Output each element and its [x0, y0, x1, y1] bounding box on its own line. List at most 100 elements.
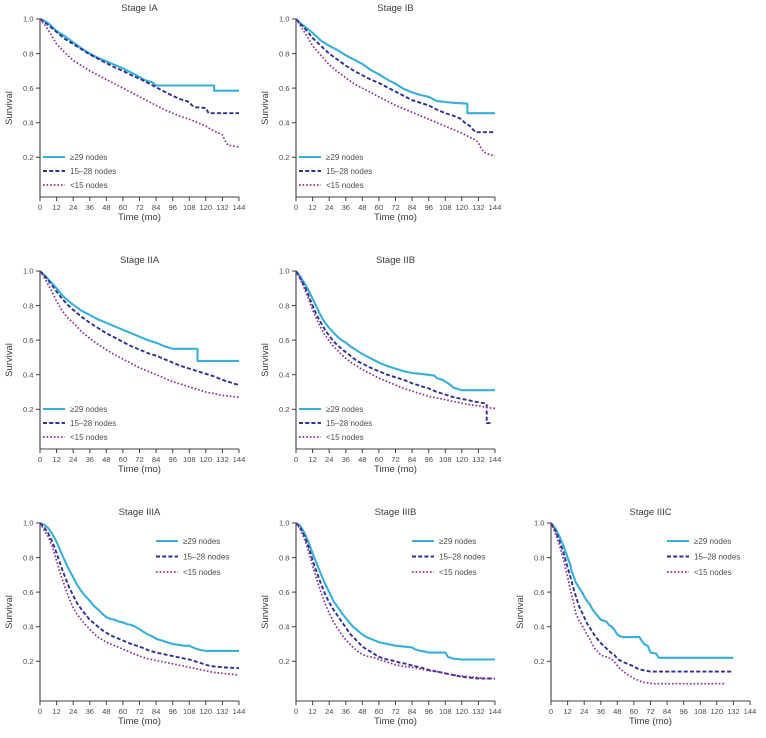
x-tick-label: 144 [489, 455, 502, 464]
series-curve-ge29 [39, 18, 239, 92]
series-curve-mid [39, 18, 239, 115]
axes [39, 523, 239, 702]
chart-title: Stage IIIC [629, 507, 672, 518]
x-tick-label: 132 [216, 203, 229, 212]
x-tick-label: 48 [102, 707, 110, 716]
y-tick-label: 0.8 [23, 49, 34, 58]
legend-label-lt15: <15 nodes [326, 181, 364, 190]
x-axis-label: Time (mo) [118, 716, 161, 727]
x-axis-label: Time (mo) [374, 464, 417, 475]
x-tick-label: 132 [472, 455, 485, 464]
y-tick-label: 1.0 [23, 267, 34, 276]
x-tick-label: 144 [489, 203, 502, 212]
x-tick-label: 60 [119, 707, 127, 716]
km-chart-stage-iib: Stage IIB Survival 0.2 0.4 0.6 0.8 1.0 0 12 24 3… [256, 246, 511, 492]
legend-label-mid: 15–28 nodes [694, 552, 740, 561]
x-tick-label: 48 [358, 455, 366, 464]
y-tick-label: 0.8 [279, 553, 290, 562]
x-tick-label: 0 [38, 455, 42, 464]
x-tick-label: 72 [135, 455, 143, 464]
x-tick-label: 72 [135, 203, 143, 212]
km-chart-stage-iiic: Stage IIIC Survival 0.2 0.4 0.6 0.8 1.0 0 12 24… [511, 492, 766, 738]
y-tick-label: 1.0 [23, 519, 34, 528]
y-tick-label: 1.0 [23, 15, 34, 24]
x-tick-label: 96 [424, 707, 432, 716]
legend-label-ge29: ≥29 nodes [70, 405, 107, 414]
x-axis-label: Time (mo) [374, 716, 417, 727]
x-tick-label: 36 [86, 203, 94, 212]
km-chart-stage-ib: Stage IB Survival 0.2 0.4 0.6 0.8 1.0 0 12 24 36… [256, 0, 511, 246]
y-tick-label: 0.2 [23, 657, 34, 666]
x-tick-label: 48 [358, 707, 366, 716]
x-tick-label: 84 [408, 455, 416, 464]
x-tick-label: 132 [472, 203, 485, 212]
series-curve-ge29 [39, 522, 239, 652]
series-curve-ge29 [550, 522, 734, 659]
legend-label-lt15: <15 nodes [70, 433, 108, 442]
x-tick-label: 108 [183, 707, 196, 716]
x-tick-label: 96 [424, 203, 432, 212]
y-tick-label: 1.0 [279, 519, 290, 528]
axes [295, 523, 495, 702]
x-tick-label: 132 [472, 707, 485, 716]
x-tick-label: 108 [183, 455, 196, 464]
x-tick-label: 108 [183, 203, 196, 212]
x-tick-label: 12 [308, 455, 316, 464]
y-tick-label: 0.2 [534, 657, 545, 666]
chart-title: Stage IIIB [374, 507, 417, 518]
x-tick-label: 144 [233, 707, 246, 716]
y-tick-label: 0.2 [23, 405, 34, 414]
x-axis-label: Time (mo) [629, 716, 672, 727]
chart-title: Stage IIB [375, 255, 416, 266]
y-tick-label: 0.6 [23, 84, 34, 93]
y-tick-label: 0.6 [279, 84, 290, 93]
x-axis-label: Time (mo) [374, 212, 417, 223]
x-tick-label: 84 [408, 203, 416, 212]
x-tick-label: 72 [646, 707, 654, 716]
series-curve-lt15 [295, 270, 496, 410]
legend-label-lt15: <15 nodes [439, 568, 477, 577]
series-curve-mid [295, 270, 491, 425]
y-axis-label: Survival [260, 91, 271, 125]
x-tick-label: 36 [597, 707, 605, 716]
y-tick-label: 0.6 [23, 588, 34, 597]
series-curve-ge29 [295, 522, 495, 661]
legend-label-ge29: ≥29 nodes [694, 537, 731, 546]
x-tick-label: 12 [52, 707, 60, 716]
y-tick-label: 0.2 [279, 657, 290, 666]
x-axis-label: Time (mo) [118, 212, 161, 223]
x-tick-label: 24 [69, 455, 77, 464]
legend-label-ge29: ≥29 nodes [326, 405, 363, 414]
series-curve-lt15 [39, 270, 240, 399]
series-curve-ge29 [39, 270, 239, 362]
plot-canvas: 0.2 0.4 0.6 0.8 1.0 0 12 24 36 48 60 72 84 96 108 120 13… [279, 519, 501, 716]
x-tick-label: 24 [69, 203, 77, 212]
y-tick-label: 0.6 [279, 588, 290, 597]
km-chart-stage-iiia: Stage IIIA Survival 0.2 0.4 0.6 0.8 1.0 0 12 24… [0, 492, 255, 738]
x-tick-label: 72 [391, 455, 399, 464]
y-tick-label: 0.8 [279, 49, 290, 58]
plot-canvas: 0.2 0.4 0.6 0.8 1.0 0 12 24 36 48 60 72 84 96 108 120 13… [279, 267, 502, 464]
legend-label-mid: 15–28 nodes [326, 167, 372, 176]
series-curve-lt15 [295, 18, 496, 157]
x-tick-label: 120 [455, 707, 468, 716]
x-tick-label: 96 [424, 455, 432, 464]
chart-title: Stage IIA [119, 255, 160, 266]
legend-label-ge29: ≥29 nodes [70, 153, 107, 162]
x-tick-label: 24 [325, 455, 333, 464]
legend-label-mid: 15–28 nodes [326, 419, 372, 428]
x-tick-label: 132 [216, 455, 229, 464]
x-tick-label: 12 [52, 203, 60, 212]
y-tick-label: 0.6 [279, 336, 290, 345]
x-axis-label: Time (mo) [118, 464, 161, 475]
x-tick-label: 24 [325, 203, 333, 212]
legend-label-ge29: ≥29 nodes [326, 153, 363, 162]
x-tick-label: 108 [439, 455, 452, 464]
series-curve-mid [295, 18, 495, 134]
series-curve-mid [295, 522, 495, 680]
y-tick-label: 1.0 [534, 519, 545, 528]
x-tick-label: 12 [308, 203, 316, 212]
x-tick-label: 120 [199, 707, 212, 716]
series-curve-mid [39, 270, 240, 387]
x-tick-label: 96 [168, 455, 176, 464]
